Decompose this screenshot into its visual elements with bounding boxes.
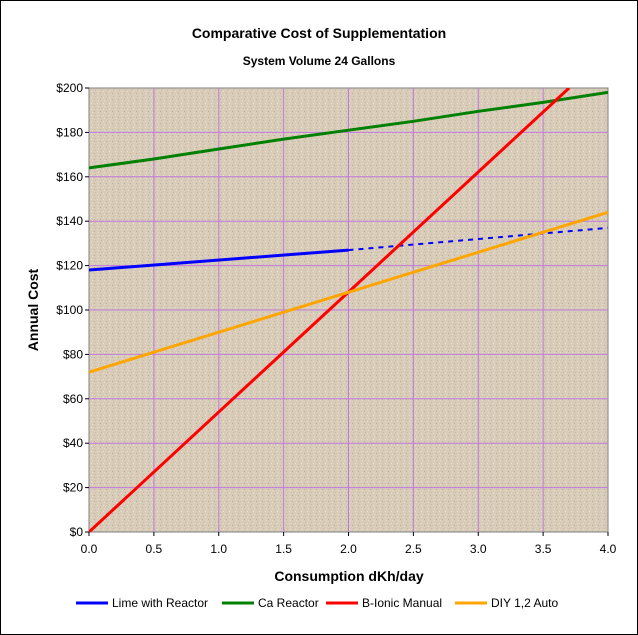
y-tick-label: $120 — [56, 259, 83, 273]
legend-label: DIY 1,2 Auto — [491, 596, 558, 610]
x-axis-ticks: 0.0 0.5 1.0 1.5 2.0 2.5 3.0 3.5 4.0 — [81, 532, 617, 556]
series-line-lime-with-reactor — [89, 248, 349, 272]
y-tick-label: $0 — [70, 525, 84, 539]
y-tick-label: $40 — [63, 436, 83, 450]
legend-label: B-Ionic Manual — [362, 596, 442, 610]
legend-item-lime-with-reactor: Lime with Reactor — [76, 596, 208, 610]
y-tick-label: $140 — [56, 214, 83, 228]
x-axis-title: Consumption dKh/day — [274, 568, 424, 584]
chart-title: Comparative Cost of Supplementation — [192, 25, 446, 41]
series-line-dashed-lime-with-reactor — [348, 226, 608, 252]
y-tick-label: $20 — [63, 481, 83, 495]
legend-item-ca-reactor: Ca Reactor — [222, 596, 319, 610]
y-axis-ticks: $0 $20 $40 $60 $80 $100 $120 $140 $160 $180 $200 — [56, 81, 89, 539]
x-tick-label: 1.5 — [275, 542, 292, 556]
y-tick-label: $180 — [56, 125, 83, 139]
y-axis-title: Annual Cost — [25, 268, 41, 351]
legend-item-b-ionic-manual: B-Ionic Manual — [326, 596, 442, 610]
x-tick-label: 2.5 — [405, 542, 422, 556]
x-tick-label: 0.5 — [146, 542, 163, 556]
x-tick-label: 3.0 — [470, 542, 487, 556]
x-tick-label: 3.5 — [535, 542, 552, 556]
series-line-b-ionic-manual — [89, 88, 571, 532]
y-tick-label: $80 — [63, 347, 83, 361]
y-tick-label: $60 — [63, 392, 83, 406]
x-tick-label: 4.0 — [600, 542, 617, 556]
series-line-ca-reactor — [89, 90, 608, 170]
x-tick-label: 0.0 — [81, 542, 98, 556]
x-tick-label: 1.0 — [210, 542, 227, 556]
series-layer — [89, 88, 608, 532]
y-tick-label: $200 — [56, 81, 83, 95]
y-tick-label: $160 — [56, 170, 83, 184]
series-line-diy-1-2-auto — [89, 210, 608, 374]
legend-label: Ca Reactor — [258, 596, 319, 610]
legend-label: Lime with Reactor — [112, 596, 208, 610]
legend-item-diy-1-2-auto: DIY 1,2 Auto — [455, 596, 558, 610]
x-tick-label: 2.0 — [340, 542, 357, 556]
legend: Lime with Reactor Ca Reactor B-Ionic Manua… — [76, 596, 558, 610]
y-tick-label: $100 — [56, 303, 83, 317]
chart-subtitle: System Volume 24 Gallons — [243, 54, 396, 68]
